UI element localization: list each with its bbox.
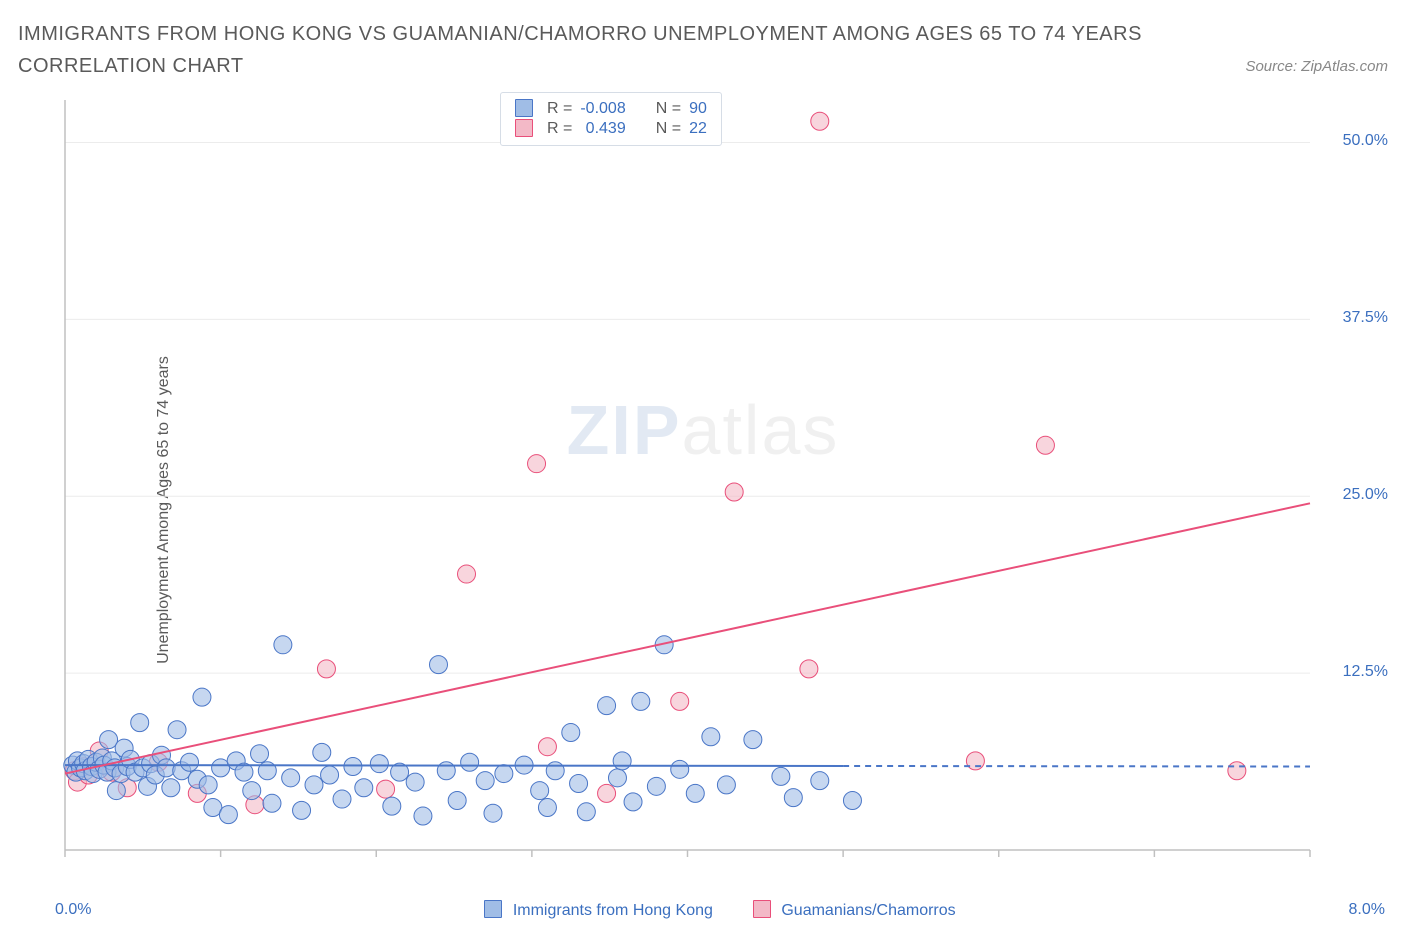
- scatter-plot: [55, 90, 1385, 880]
- legend-n-label: N =: [652, 99, 685, 119]
- legend-series1: Immigrants from Hong Kong: [484, 900, 713, 920]
- y-tick-label: 37.5%: [1343, 309, 1388, 327]
- x-axis-max-label: 8.0%: [1305, 901, 1385, 919]
- legend-swatch-series1: [484, 900, 502, 918]
- y-tick-label: 50.0%: [1343, 132, 1388, 150]
- legend-series1-n: 90: [685, 99, 711, 119]
- legend-swatch-series1: [515, 99, 533, 117]
- legend-swatch-series2: [753, 900, 771, 918]
- x-axis-legend: 0.0% Immigrants from Hong Kong Guamanian…: [55, 895, 1385, 925]
- legend-series1-name: Immigrants from Hong Kong: [513, 902, 713, 919]
- legend-row-series1: R = -0.008 N = 90: [511, 99, 711, 119]
- legend-r-label: R =: [543, 119, 576, 139]
- legend-series2: Guamanians/Chamorros: [753, 900, 956, 920]
- page-title: IMMIGRANTS FROM HONG KONG VS GUAMANIAN/C…: [18, 18, 1148, 82]
- x-axis-min-label: 0.0%: [55, 901, 135, 919]
- legend-series2-name: Guamanians/Chamorros: [781, 902, 955, 919]
- y-tick-label: 25.0%: [1343, 486, 1388, 504]
- legend-series2-r: 0.439: [576, 119, 629, 139]
- chart-container: Unemployment Among Ages 65 to 74 years Z…: [0, 90, 1406, 930]
- legend-swatch-series2: [515, 119, 533, 137]
- legend-series1-r: -0.008: [576, 99, 629, 119]
- correlation-legend: R = -0.008 N = 90 R = 0.439 N = 22: [500, 92, 722, 146]
- y-tick-label: 12.5%: [1343, 663, 1388, 681]
- legend-row-series2: R = 0.439 N = 22: [511, 119, 711, 139]
- legend-n-label: N =: [652, 119, 685, 139]
- legend-r-label: R =: [543, 99, 576, 119]
- legend-series2-n: 22: [685, 119, 711, 139]
- source-attribution: Source: ZipAtlas.com: [1245, 58, 1388, 75]
